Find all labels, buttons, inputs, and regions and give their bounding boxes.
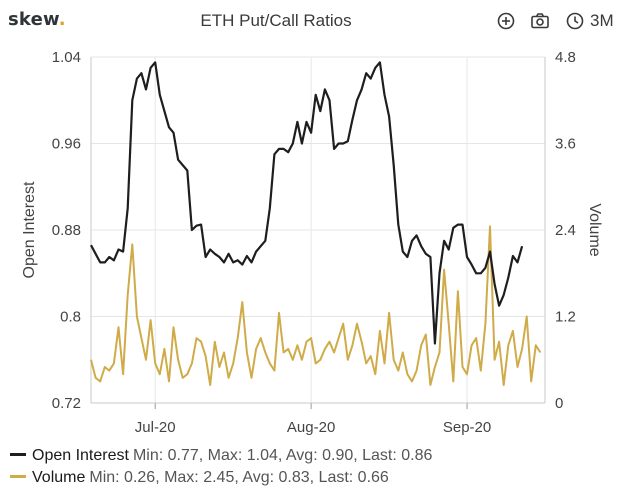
series-volume-line: [90, 225, 542, 386]
time-range-3m[interactable]: 3M: [590, 11, 614, 30]
clock-icon[interactable]: [564, 10, 586, 32]
y-axis-label-right: Volume: [586, 203, 603, 256]
legend-swatch-open-interest: [10, 453, 26, 457]
legend-name-open-interest: Open Interest: [32, 447, 129, 464]
y-tick-right: 2.4: [555, 222, 576, 239]
y-tick-left: 1.04: [52, 49, 81, 66]
legend-stats-volume: Min: 0.26, Max: 2.45, Avg: 0.83, Last: 0…: [89, 469, 389, 486]
y-tick-right: 4.8: [555, 49, 576, 66]
header: skew. ETH Put/Call Ratios 3M: [0, 0, 619, 42]
logo-dot: .: [58, 9, 66, 30]
y-tick-right: 1.2: [555, 309, 576, 326]
camera-icon[interactable]: [529, 10, 551, 32]
y-tick-right: 0: [555, 395, 563, 412]
legend-item-volume[interactable]: Volume Min: 0.26, Max: 2.45, Avg: 0.83, L…: [10, 469, 389, 489]
chart-title: ETH Put/Call Ratios: [200, 11, 352, 30]
legend-swatch-volume: [10, 475, 26, 479]
logo-text: skew: [8, 9, 59, 30]
put-call-chart: 1.04 0.96 0.88 0.8 0.72 4.8 3.6 2.4 1.2 0 Jul-20 Au…: [21, 49, 603, 436]
add-icon[interactable]: [495, 10, 517, 32]
y-tick-left: 0.88: [52, 222, 81, 239]
series-open-interest-line: [90, 61, 524, 345]
skew-logo[interactable]: skew.: [8, 9, 66, 30]
y-tick-left: 0.96: [52, 136, 81, 153]
y-tick-right: 3.6: [555, 136, 576, 153]
y-tick-left: 0.72: [52, 395, 81, 412]
x-tick-label: Aug-20: [287, 419, 335, 436]
axes: 1.04 0.96 0.88 0.8 0.72 4.8 3.6 2.4 1.2 0 Jul-20 Au…: [52, 49, 576, 436]
grid: [91, 56, 545, 404]
y-axis-label-left: Open Interest: [21, 181, 38, 279]
y-tick-left: 0.8: [60, 309, 81, 326]
series: [90, 61, 542, 386]
x-tick-label: Sep-20: [443, 419, 491, 436]
legend-stats-open-interest: Min: 0.77, Max: 1.04, Avg: 0.90, Last: 0…: [132, 447, 433, 464]
x-tick-label: Jul-20: [135, 419, 176, 436]
legend-name-volume: Volume: [32, 469, 86, 486]
legend-item-open-interest[interactable]: Open Interest Min: 0.77, Max: 1.04, Avg: …: [10, 447, 432, 467]
